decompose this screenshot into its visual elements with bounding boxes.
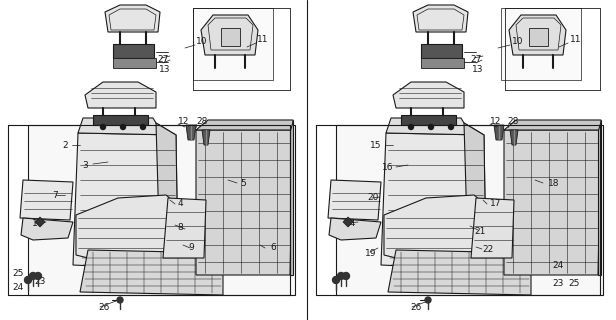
Text: 28: 28 — [507, 116, 519, 125]
Polygon shape — [386, 118, 484, 135]
Text: 14: 14 — [345, 219, 357, 228]
Polygon shape — [28, 125, 295, 295]
Polygon shape — [471, 198, 514, 258]
Polygon shape — [413, 5, 468, 32]
Circle shape — [448, 124, 453, 130]
Polygon shape — [35, 217, 45, 227]
Text: 12: 12 — [178, 116, 189, 125]
Text: 27: 27 — [157, 55, 168, 65]
Polygon shape — [384, 195, 486, 265]
Polygon shape — [85, 82, 156, 108]
Text: 15: 15 — [370, 140, 381, 149]
Polygon shape — [202, 130, 210, 145]
Circle shape — [408, 124, 413, 130]
Polygon shape — [93, 115, 148, 125]
Text: 24: 24 — [552, 260, 563, 269]
Circle shape — [121, 124, 126, 130]
Polygon shape — [421, 58, 464, 68]
Text: 2: 2 — [62, 140, 68, 149]
Text: 28: 28 — [196, 116, 208, 125]
Polygon shape — [21, 218, 73, 240]
Circle shape — [30, 273, 36, 279]
Polygon shape — [494, 125, 504, 140]
Text: 10: 10 — [196, 37, 208, 46]
Circle shape — [425, 297, 431, 303]
Text: 20: 20 — [367, 194, 378, 203]
Text: 27: 27 — [470, 55, 481, 65]
Text: 5: 5 — [240, 179, 246, 188]
Text: 18: 18 — [548, 179, 559, 188]
Polygon shape — [105, 5, 160, 32]
Polygon shape — [290, 120, 293, 275]
Polygon shape — [388, 250, 531, 295]
Circle shape — [429, 124, 434, 130]
Polygon shape — [78, 118, 176, 135]
Text: 10: 10 — [512, 37, 524, 46]
Polygon shape — [163, 198, 206, 258]
Text: 3: 3 — [82, 161, 87, 170]
Text: 17: 17 — [490, 199, 501, 209]
Text: 7: 7 — [52, 190, 58, 199]
Text: 13: 13 — [472, 65, 484, 74]
Polygon shape — [156, 123, 178, 270]
Text: 23: 23 — [552, 278, 564, 287]
Text: 25: 25 — [568, 278, 580, 287]
Polygon shape — [80, 250, 223, 295]
Polygon shape — [196, 120, 293, 130]
Polygon shape — [509, 15, 566, 55]
Circle shape — [333, 276, 339, 284]
Polygon shape — [196, 130, 293, 275]
Circle shape — [117, 297, 123, 303]
Circle shape — [34, 273, 41, 279]
Text: 6: 6 — [270, 244, 276, 252]
Text: 11: 11 — [257, 36, 269, 44]
Polygon shape — [464, 123, 486, 270]
Circle shape — [140, 124, 145, 130]
Polygon shape — [76, 195, 178, 265]
Polygon shape — [201, 15, 258, 55]
Circle shape — [338, 273, 344, 279]
Polygon shape — [221, 28, 240, 46]
Polygon shape — [393, 82, 464, 108]
Text: 25: 25 — [12, 268, 23, 277]
Text: 9: 9 — [188, 244, 194, 252]
Text: 26: 26 — [410, 302, 421, 311]
Polygon shape — [381, 133, 486, 270]
Polygon shape — [421, 44, 462, 58]
Text: 19: 19 — [365, 249, 376, 258]
Text: 4: 4 — [178, 199, 184, 209]
Polygon shape — [193, 8, 273, 80]
Polygon shape — [336, 125, 603, 295]
Polygon shape — [73, 133, 178, 270]
Polygon shape — [328, 180, 381, 220]
Text: 26: 26 — [98, 302, 110, 311]
Text: 24: 24 — [12, 284, 23, 292]
Polygon shape — [329, 218, 381, 240]
Polygon shape — [343, 217, 353, 227]
Polygon shape — [113, 44, 154, 58]
Polygon shape — [529, 28, 548, 46]
Circle shape — [342, 273, 349, 279]
Text: 22: 22 — [482, 245, 493, 254]
Text: 23: 23 — [34, 276, 46, 285]
Polygon shape — [20, 180, 73, 220]
Polygon shape — [501, 8, 581, 80]
Text: 1: 1 — [32, 219, 38, 228]
Text: 13: 13 — [159, 65, 171, 74]
Polygon shape — [401, 115, 456, 125]
Circle shape — [25, 276, 31, 284]
Text: 16: 16 — [382, 164, 394, 172]
Polygon shape — [113, 58, 156, 68]
Polygon shape — [504, 120, 601, 130]
Polygon shape — [510, 130, 518, 145]
Text: 11: 11 — [570, 36, 582, 44]
Text: 8: 8 — [177, 223, 183, 233]
Polygon shape — [186, 125, 196, 140]
Text: 12: 12 — [490, 116, 501, 125]
Polygon shape — [598, 120, 601, 275]
Text: 21: 21 — [474, 227, 485, 236]
Circle shape — [100, 124, 105, 130]
Polygon shape — [504, 130, 601, 275]
